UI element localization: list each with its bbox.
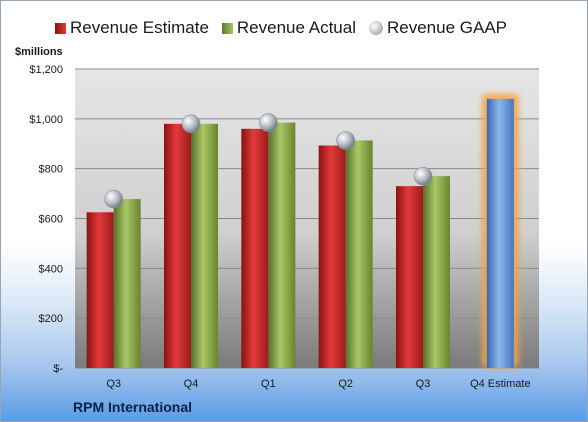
x-axis-ticks: Q3 Q4 Q1 Q2 Q3 Q4 Estimate <box>106 378 530 390</box>
marker-revenue-gaap <box>413 166 433 186</box>
chart-legend: Revenue Estimate Revenue Actual Revenue … <box>55 18 520 38</box>
bar-revenue-estimate <box>164 123 191 368</box>
legend-label-revenue-actual: Revenue Actual <box>236 18 356 37</box>
bar-revenue-estimate <box>241 128 269 368</box>
bar-revenue-estimate <box>86 212 114 368</box>
legend-label-revenue-gaap: Revenue GAAP <box>387 18 508 37</box>
bar-revenue-actual <box>268 122 296 368</box>
y-axis-unit-label: $millions <box>15 46 63 58</box>
legend-swatch-revenue-estimate <box>55 22 66 34</box>
x-tick-label: Q4 Estimate <box>470 378 531 390</box>
bar-revenue-estimate <box>396 186 423 368</box>
marker-revenue-gaap <box>181 114 201 134</box>
bar-q4-estimate <box>486 98 514 369</box>
y-tick-label: $800 <box>39 164 63 176</box>
x-tick-label: Q3 <box>106 378 121 390</box>
y-tick-label: $1,200 <box>29 64 63 76</box>
company-name: RPM International <box>73 399 193 415</box>
bar-revenue-estimate <box>318 145 346 368</box>
x-tick-label: Q1 <box>261 378 276 390</box>
gridlines <box>75 68 539 369</box>
legend-swatch-revenue-actual <box>221 22 233 34</box>
bar-revenue-actual <box>423 176 450 368</box>
y-tick-label: $400 <box>39 263 63 275</box>
legend-swatch-revenue-gaap <box>369 21 383 35</box>
bar-revenue-actual <box>345 140 373 368</box>
x-tick-label: Q4 <box>184 378 199 390</box>
marker-revenue-gaap <box>104 189 123 209</box>
legend-label-revenue-estimate: Revenue Estimate <box>70 18 209 37</box>
y-tick-label: $600 <box>39 214 63 226</box>
bar-revenue-actual <box>191 123 218 368</box>
y-tick-label: $200 <box>39 313 63 325</box>
x-tick-label: Q3 <box>416 378 431 390</box>
gaap-markers <box>104 113 433 209</box>
y-tick-label: $- <box>53 363 63 375</box>
bars <box>86 93 519 369</box>
marker-revenue-gaap <box>336 131 355 150</box>
y-axis-ticks: $- $200 $400 $600 $800 $1,000 $1,200 <box>29 64 63 375</box>
marker-revenue-gaap <box>259 113 278 132</box>
legend-item-revenue-estimate: Revenue Estimate <box>55 18 209 38</box>
y-tick-label: $1,000 <box>29 114 63 126</box>
x-tick-label: Q2 <box>338 378 353 390</box>
bar-revenue-actual <box>113 199 141 368</box>
legend-item-revenue-actual: Revenue Actual <box>221 18 356 38</box>
legend-item-revenue-gaap: Revenue GAAP <box>369 18 507 38</box>
